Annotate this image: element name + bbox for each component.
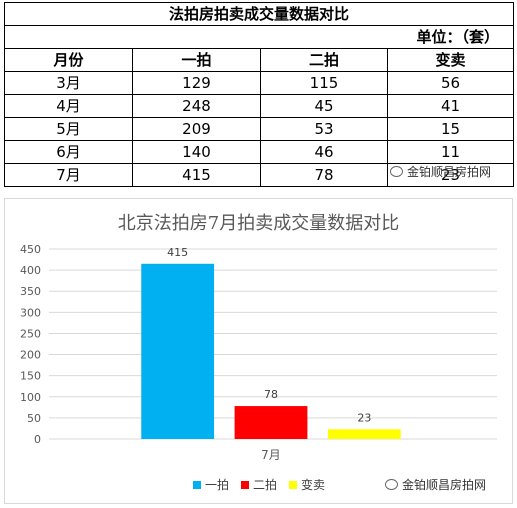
cell-sale: 23: [386, 163, 515, 187]
legend-label-first: 一拍: [205, 478, 230, 492]
cell-month: 3月: [4, 71, 133, 95]
wechat-icon: [385, 479, 398, 490]
y-tick-label: 0: [34, 433, 41, 446]
y-tick-label: 200: [20, 349, 41, 362]
bar-一拍: [141, 263, 215, 439]
cell-first: 129: [132, 71, 261, 95]
cell-second: 53: [260, 117, 388, 141]
y-tick-label: 400: [20, 264, 41, 277]
cell-first: 209: [132, 117, 261, 141]
y-tick-label: 100: [20, 391, 41, 404]
cell-sale: 15: [386, 117, 515, 141]
cell-first: 415: [132, 163, 261, 187]
legend-swatch-second: [241, 480, 250, 489]
data-table: 法拍房拍卖成交量数据对比 单位：（套） 月份 一拍 二拍 变卖 3月 129 1…: [3, 2, 515, 187]
table-unit: 单位：（套）: [3, 25, 515, 49]
y-tick-label: 300: [20, 306, 41, 319]
watermark-text: 金铂顺昌房拍网: [402, 478, 487, 492]
table-row: 7月 415 78 23: [4, 163, 515, 187]
header-month: 月份: [4, 48, 133, 72]
header-first-auction: 一拍: [132, 48, 261, 72]
cell-first: 140: [132, 140, 261, 164]
watermark-text: 金铂顺昌房拍网: [407, 165, 492, 179]
wechat-icon: [390, 166, 403, 177]
legend-item-sale: 变卖: [289, 476, 325, 493]
cell-second: 45: [260, 94, 388, 118]
chart-watermark: 金铂顺昌房拍网: [385, 476, 486, 493]
cell-month: 5月: [4, 117, 133, 141]
table-title: 法拍房拍卖成交量数据对比: [3, 2, 515, 26]
table-row: 5月 209 53 15: [4, 117, 515, 141]
cell-second: 46: [260, 140, 388, 164]
header-second-auction: 二拍: [260, 48, 388, 72]
table-watermark: 金铂顺昌房拍网: [390, 163, 491, 180]
cell-second: 115: [260, 71, 388, 95]
cell-sale: 41: [386, 94, 515, 118]
cell-month: 7月: [4, 163, 133, 187]
y-tick-label: 350: [20, 285, 41, 298]
table-row: 3月 129 115 56: [4, 71, 515, 95]
legend-item-second: 二拍: [241, 476, 277, 493]
data-label: 415: [167, 246, 188, 259]
bar-变卖: [327, 429, 401, 439]
chart-title: 北京法拍房7月拍卖成交量数据对比: [117, 213, 400, 234]
y-tick-label: 250: [20, 327, 41, 340]
cell-month: 6月: [4, 140, 133, 164]
y-tick-label: 50: [27, 412, 41, 425]
data-label: 78: [264, 388, 278, 401]
table-row: 4月 248 45 41: [4, 94, 515, 118]
y-tick-label: 150: [20, 370, 41, 383]
cell-month: 4月: [4, 94, 133, 118]
x-category-label: 7月: [261, 448, 281, 462]
table-row: 6月 140 46 11: [4, 140, 515, 164]
bar-二拍: [234, 406, 308, 439]
data-label: 23: [357, 411, 371, 424]
legend-label-second: 二拍: [253, 478, 278, 492]
legend-label-sale: 变卖: [301, 478, 326, 492]
cell-second: 78: [260, 163, 388, 187]
legend-item-first: 一拍: [193, 476, 229, 493]
legend-swatch-first: [193, 480, 201, 489]
cell-sale: 56: [386, 71, 515, 95]
cell-first: 248: [132, 94, 261, 118]
legend-swatch-sale: [289, 480, 298, 489]
header-sale: 变卖: [386, 48, 515, 72]
y-tick-label: 450: [20, 243, 41, 256]
chart-plot: 0 50 100 150 200 250 300 350 400 450 415 78 23 7月: [20, 243, 497, 462]
chart-legend: 一拍 二拍 变卖: [193, 476, 325, 493]
chart-container: 北京法拍房7月拍卖成交量数据对比 0 50 100 150 200 250 300 350 40…: [4, 198, 513, 504]
cell-sale: 11: [386, 140, 515, 164]
